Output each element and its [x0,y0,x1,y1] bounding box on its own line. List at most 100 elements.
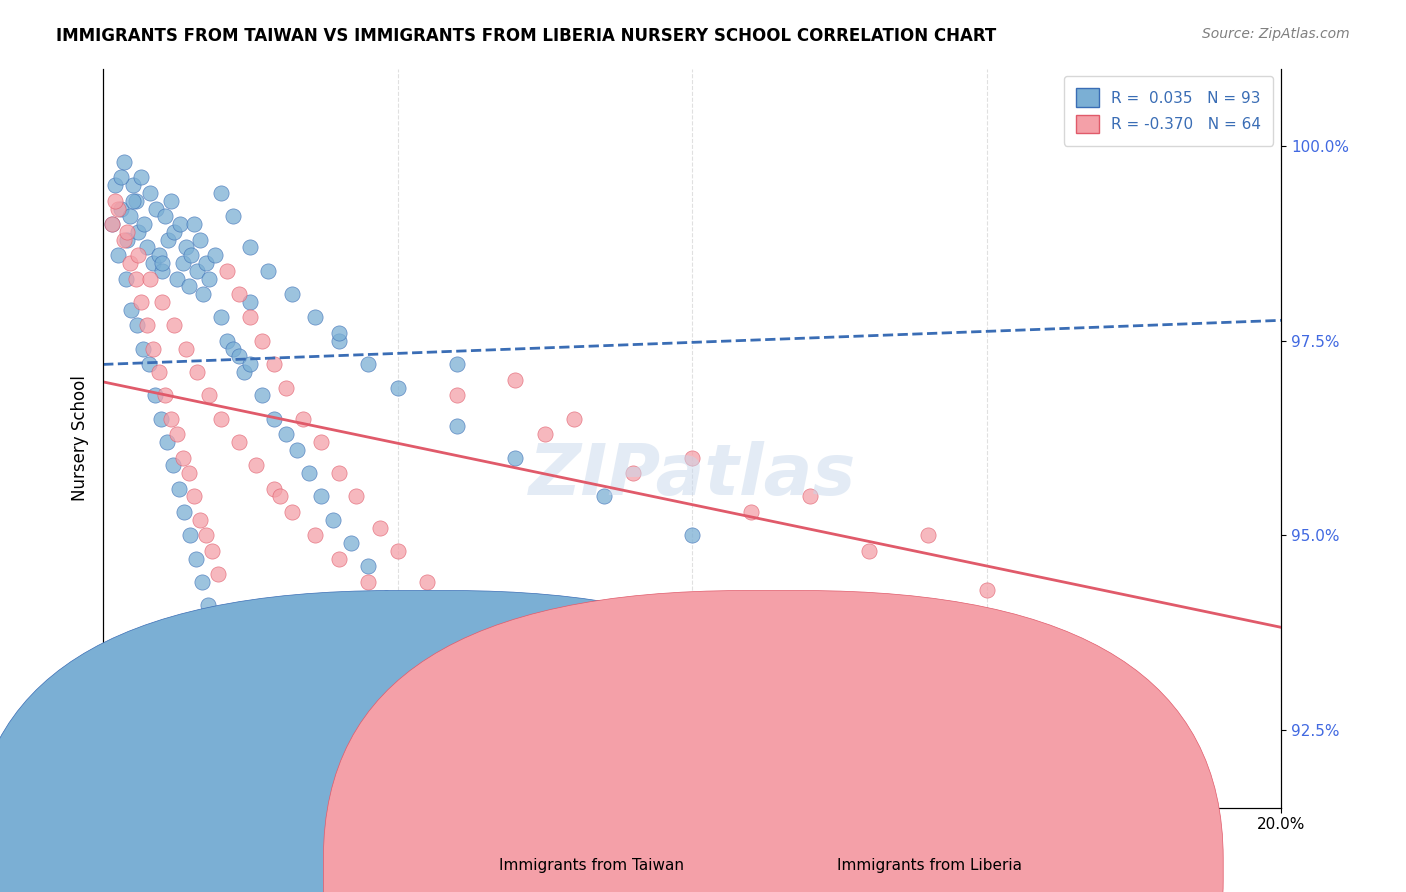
Point [858,544,880,558]
Point [309,490,332,504]
Point [183,217,205,231]
Point [115,233,138,247]
Point [304,310,326,325]
Point [134,217,156,231]
Point [118,210,141,224]
Point [516,699,538,714]
Point [681,450,703,465]
Point [156,435,179,450]
Point [139,186,162,200]
Point [198,388,221,402]
Point [110,170,132,185]
Point [322,513,344,527]
Point [505,373,527,387]
Point [534,427,557,442]
Point [562,668,585,682]
Point [269,490,291,504]
Point [621,466,644,480]
Point [179,528,201,542]
Point [740,645,762,659]
Text: Source: ZipAtlas.com: Source: ZipAtlas.com [1202,27,1350,41]
Point [142,256,165,270]
Point [239,294,262,309]
Point [186,365,208,379]
Point [917,528,939,542]
Point [387,606,409,620]
Point [166,427,188,442]
Point [101,217,124,231]
Point [183,490,205,504]
Point [114,271,136,285]
Point [142,342,165,356]
Point [298,466,321,480]
Point [228,350,250,364]
Point [172,450,194,465]
Point [592,490,614,504]
Point [153,388,176,402]
Point [215,264,238,278]
Point [121,178,143,193]
Point [115,225,138,239]
Point [976,582,998,597]
Point [239,310,262,325]
Point [274,380,297,394]
Point [201,544,224,558]
Point [150,294,173,309]
Point [177,466,200,480]
Point [263,411,285,425]
Point [228,287,250,301]
Point [180,248,202,262]
Point [156,233,179,247]
Point [143,388,166,402]
Point [139,271,162,285]
Point [104,178,127,193]
Point [112,233,135,247]
Point [250,388,273,402]
Point [287,442,309,457]
Point [562,411,585,425]
Point [148,365,170,379]
Point [172,256,194,270]
Point [209,310,232,325]
Text: IMMIGRANTS FROM TAIWAN VS IMMIGRANTS FROM LIBERIA NURSERY SCHOOL CORRELATION CHA: IMMIGRANTS FROM TAIWAN VS IMMIGRANTS FRO… [56,27,997,45]
Point [167,482,190,496]
Point [188,513,211,527]
Point [239,357,262,371]
Point [344,490,367,504]
Point [239,240,262,254]
Point [121,194,143,208]
Point [280,287,302,301]
Point [204,248,226,262]
Point [104,194,127,208]
Point [120,302,142,317]
Point [195,256,218,270]
Point [110,202,132,216]
Point [186,264,208,278]
Point [233,365,256,379]
Point [328,551,350,566]
Point [112,154,135,169]
Point [107,202,129,216]
Point [163,225,186,239]
Point [328,326,350,340]
Point [150,264,173,278]
Point [148,248,170,262]
Point [132,342,155,356]
Point [263,482,285,496]
Point [162,458,184,473]
Point [124,194,146,208]
Point [339,536,361,550]
Point [274,427,297,442]
Point [174,240,197,254]
Point [374,591,396,605]
Point [387,380,409,394]
Point [416,723,439,737]
Point [475,684,498,698]
Point [215,334,238,348]
Point [209,411,232,425]
Point [222,210,245,224]
Point [173,505,195,519]
Point [127,225,149,239]
Point [245,458,267,473]
Point [131,170,153,185]
